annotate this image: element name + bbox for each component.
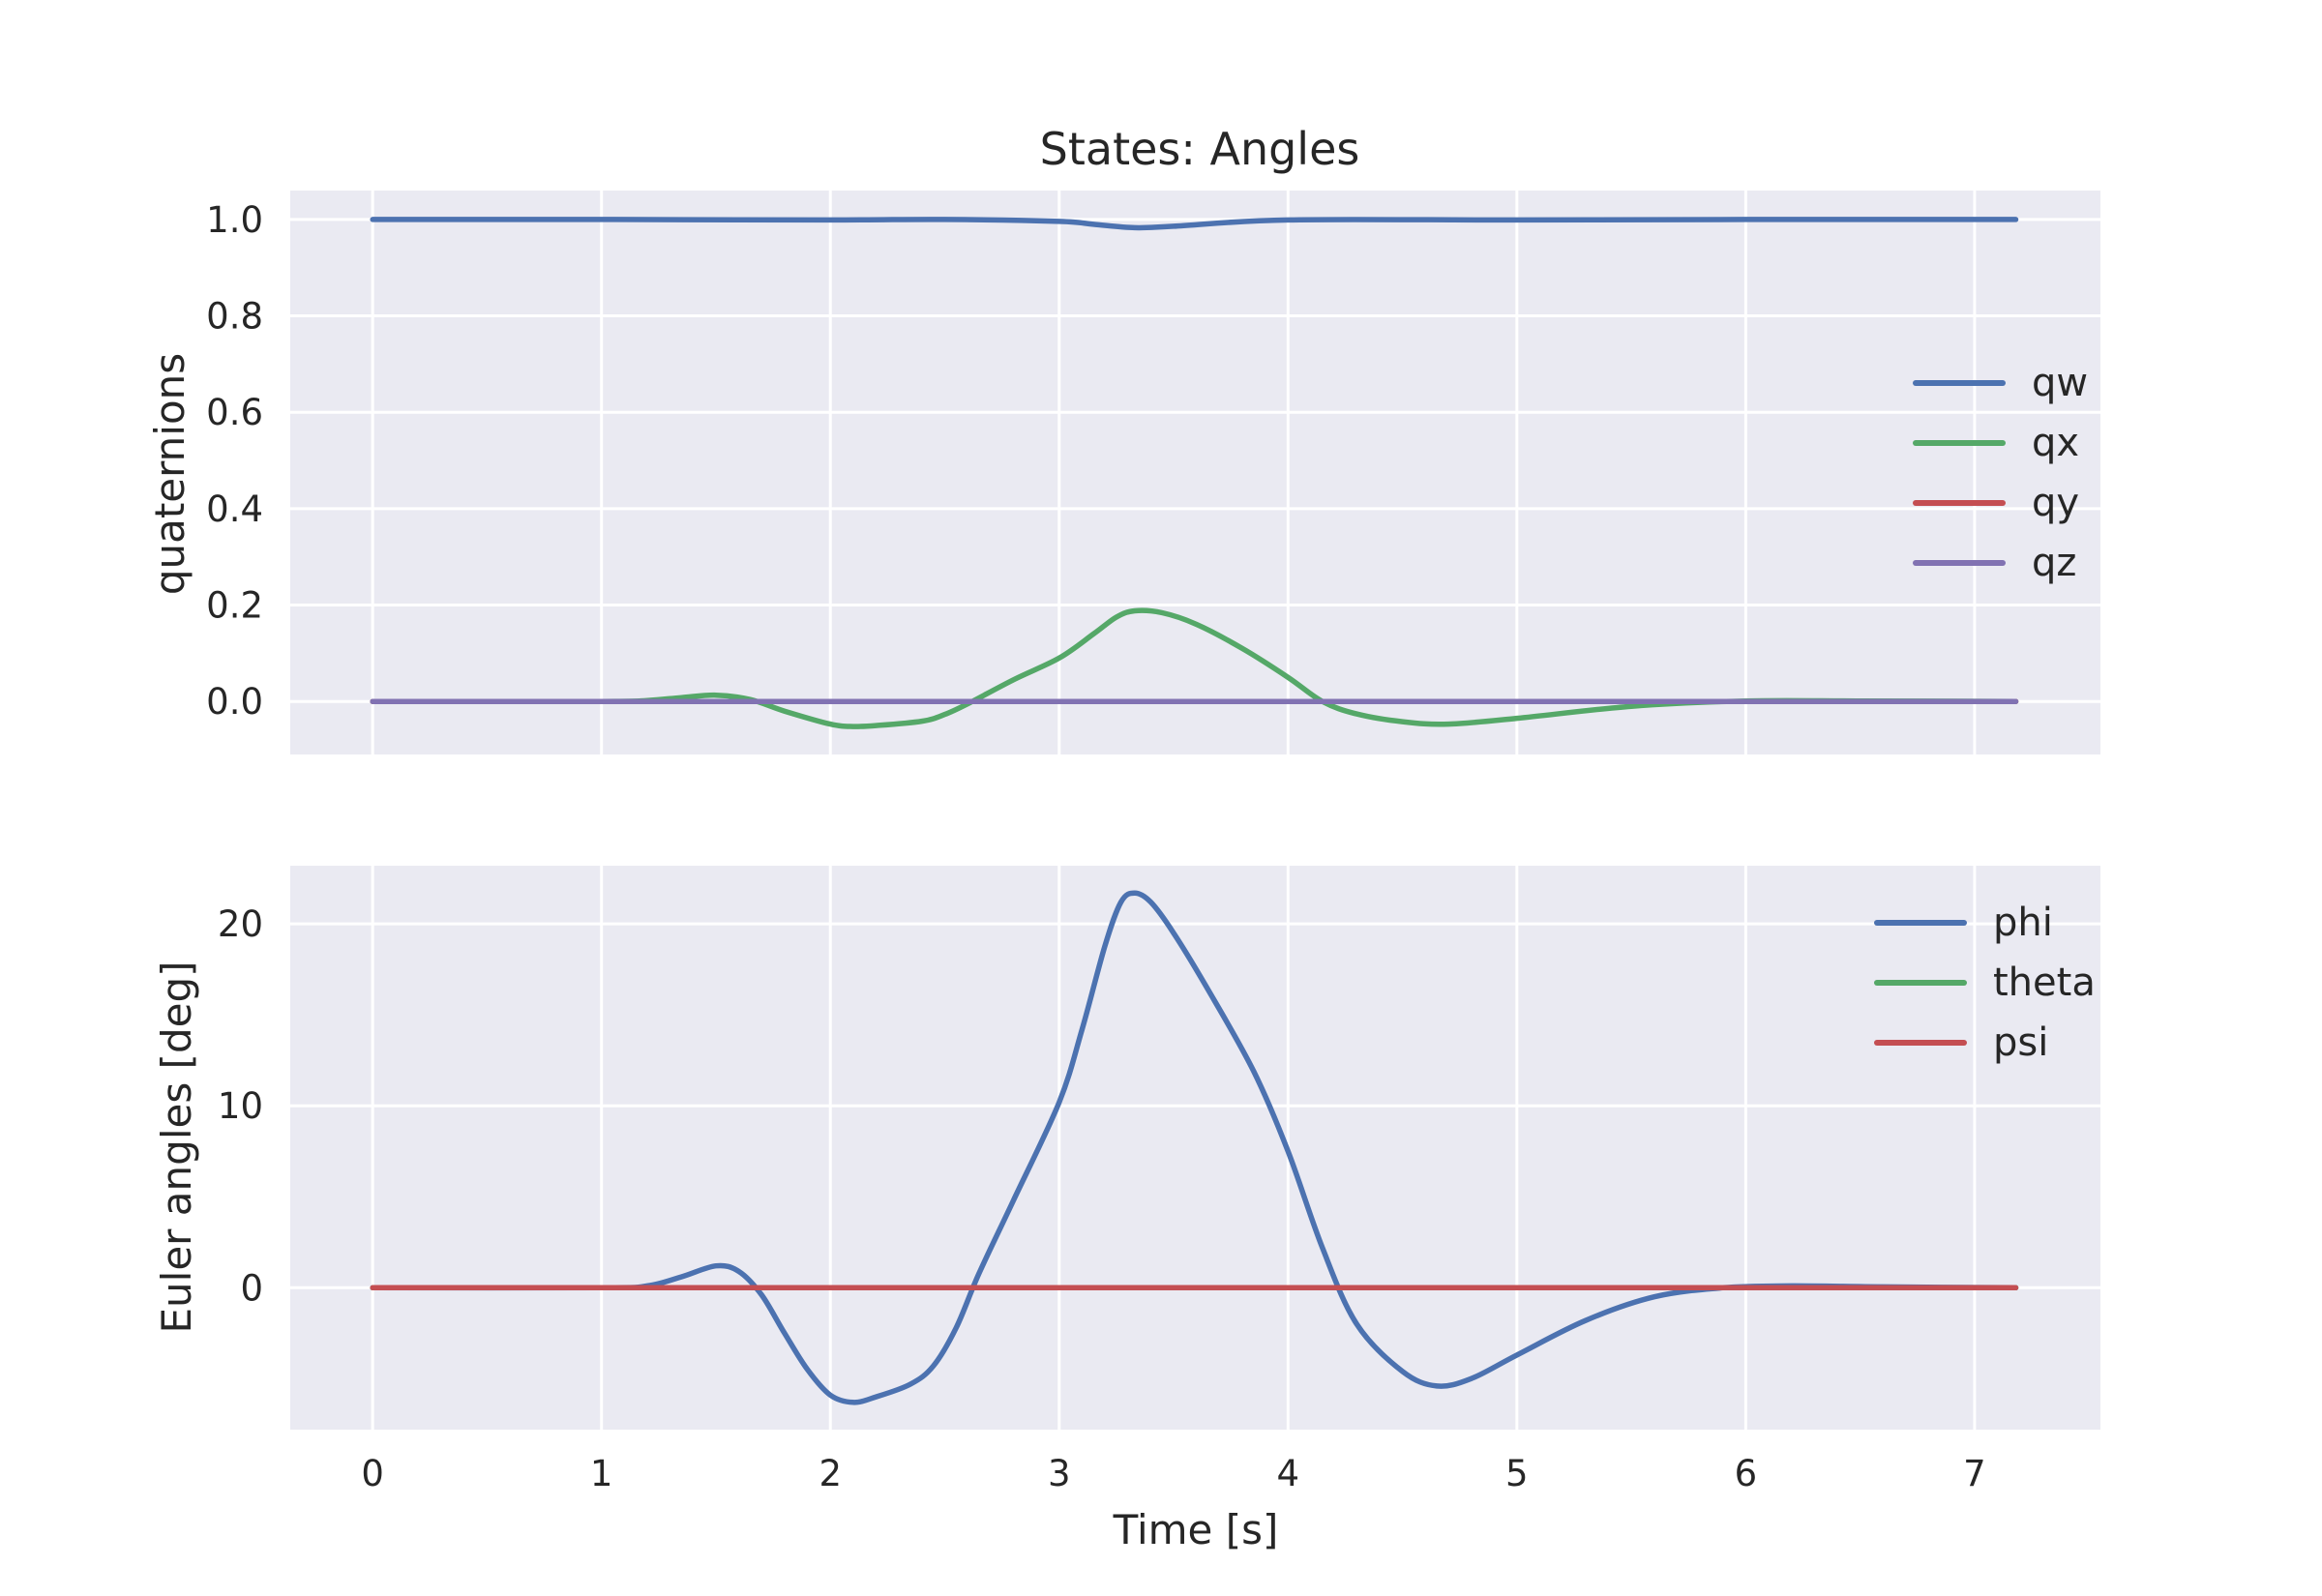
y-tick-label: 0.0: [206, 681, 263, 723]
quaternions-series: [370, 217, 2019, 729]
euler-legend: phi theta psi: [1874, 901, 2096, 1065]
series-line-qw: [370, 217, 2019, 231]
legend-label-qy: qy: [2032, 481, 2079, 525]
y-tick-label: 0.2: [206, 585, 263, 627]
x-tick-label: 3: [1048, 1453, 1071, 1494]
figure-title: States: Angles: [1040, 123, 1360, 175]
x-tick-label: 4: [1277, 1453, 1300, 1494]
quaternions-plot-area: [290, 191, 2100, 754]
euler-x-ticks: 0 1 2 3 4 5 6 7: [361, 1453, 1985, 1494]
euler-series: [370, 890, 2019, 1405]
y-tick-label: 0.6: [206, 392, 263, 433]
y-tick-label: 0.8: [206, 296, 263, 338]
series-line-qx: [370, 607, 2019, 729]
legend-label-psi: psi: [1993, 1020, 2048, 1065]
x-tick-label: 0: [361, 1453, 384, 1494]
legend-label-qx: qx: [2032, 421, 2079, 465]
x-axis-label: Time [s]: [1113, 1506, 1279, 1553]
quaternions-panel: 0.0 0.2 0.4 0.6 0.8 1.0 quaternions qw qx qy qz: [146, 191, 2100, 754]
legend-label-qz: qz: [2032, 541, 2076, 585]
legend-label-qw: qw: [2032, 361, 2088, 405]
euler-y-ticks: 0 10 20: [218, 903, 263, 1309]
legend-label-theta: theta: [1993, 961, 2096, 1005]
quaternions-legend: qw qx qy qz: [1913, 361, 2088, 585]
euler-y-label: Euler angles [deg]: [153, 961, 200, 1334]
x-tick-label: 6: [1735, 1453, 1758, 1494]
y-tick-label: 1.0: [206, 199, 263, 241]
y-tick-label: 0.4: [206, 488, 263, 530]
y-tick-label: 0: [240, 1267, 263, 1309]
quaternions-y-label: quaternions: [146, 353, 194, 595]
x-tick-label: 1: [590, 1453, 613, 1494]
y-tick-label: 20: [218, 903, 263, 945]
legend-label-phi: phi: [1993, 901, 2053, 945]
x-tick-label: 5: [1505, 1453, 1529, 1494]
euler-plot-area: [290, 866, 2100, 1430]
quaternions-y-ticks: 0.0 0.2 0.4 0.6 0.8 1.0: [206, 199, 263, 723]
euler-panel: 0 10 20 0 1 2 3 4 5 6 7 Euler angles [deg] Time […: [153, 866, 2100, 1553]
x-tick-label: 2: [819, 1453, 842, 1494]
x-tick-label: 7: [1963, 1453, 1986, 1494]
series-line-phi: [370, 890, 2019, 1405]
y-tick-label: 10: [218, 1085, 263, 1127]
